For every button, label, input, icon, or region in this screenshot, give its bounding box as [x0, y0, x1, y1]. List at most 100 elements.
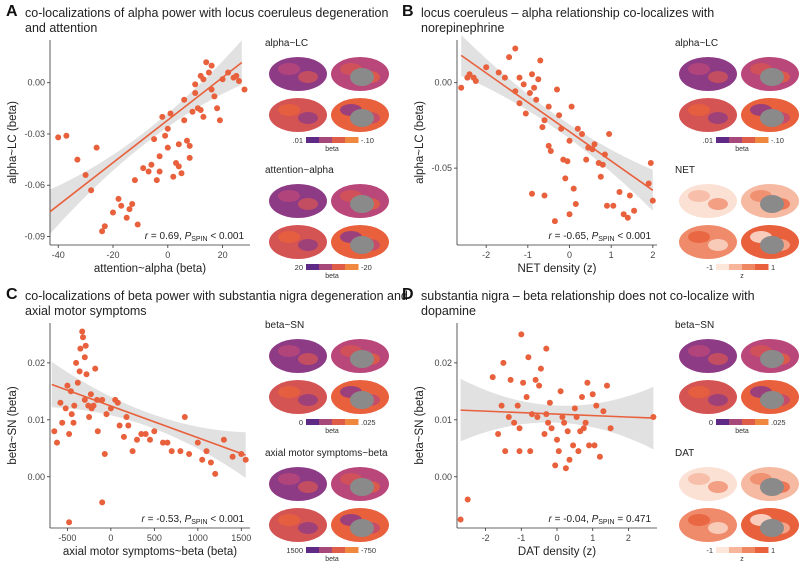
panel-d-title: substantia nigra – beta relationship doe… [421, 289, 755, 319]
panel-b-xtick-label: -2 [482, 250, 490, 260]
panel-b-point [554, 86, 560, 93]
panel-d-xlabel: DAT density (z) [518, 546, 596, 558]
panel-b-point [583, 156, 590, 163]
panel-d-point [575, 448, 582, 455]
colorbar-segment [729, 137, 743, 143]
panel-d-xtick-label: -1 [517, 533, 525, 543]
panel-b-point [570, 185, 577, 192]
colorbar-segment [319, 547, 333, 553]
colorbar-segment [742, 547, 756, 553]
panel-b-point [541, 192, 548, 199]
panel-a-plot [47, 40, 250, 248]
panel-b-point [495, 69, 502, 76]
panel-c-point [76, 368, 83, 375]
panel-a-point [126, 206, 133, 213]
panel-d-point [604, 382, 610, 389]
panel-c-ytick-label: 0.00 [27, 472, 45, 482]
panel-c-point [79, 328, 86, 335]
panel-a-ylabel: alpha~LC (beta) [7, 101, 19, 184]
brain-surface [269, 380, 327, 414]
inset-a1-cbar-caption: beta [325, 146, 339, 153]
panel-b-point [531, 84, 538, 91]
panel-c-point [212, 470, 219, 477]
panel-a-xtick-label: -20 [107, 250, 120, 260]
panel-a-point [192, 90, 199, 96]
brain-medial-wall [350, 391, 374, 409]
panel-b-point [624, 214, 631, 221]
panel-d-point [534, 414, 541, 420]
brain-surface [331, 98, 389, 132]
brain-cortex [679, 57, 737, 91]
inset-c1-title: beta~SN [265, 320, 304, 331]
panel-c-point [82, 342, 89, 349]
panel-d-point [571, 405, 578, 412]
panel-d-title-line1: substantia nigra – beta relationship doe… [421, 289, 755, 303]
panel-c-point [186, 451, 193, 457]
colorbar-segment [306, 547, 320, 553]
panel-b-point [556, 112, 563, 119]
panel-a-point [153, 177, 160, 184]
brain-medial-wall [350, 478, 374, 496]
colorbar-segment [742, 419, 756, 425]
brain-region [688, 231, 710, 243]
brain-medial-wall [760, 236, 784, 254]
panel-b-point [529, 190, 535, 197]
panel-b-ytick-label: -0.05 [431, 163, 452, 173]
brain-region [708, 481, 728, 493]
panel-d-plot [454, 323, 657, 531]
brain-medial-wall [350, 195, 374, 213]
brain-surface [741, 508, 799, 542]
panel-c-point [129, 448, 136, 455]
panel-a-point [216, 117, 223, 124]
panel-c-title-line1: co-localizations of beta power with subs… [25, 289, 408, 303]
panel-d-point [596, 453, 603, 460]
panel-d-point [589, 391, 596, 398]
brain-surface [741, 339, 799, 373]
brain-medial-wall [760, 195, 784, 213]
panel-d-point [650, 414, 657, 420]
inset-d2-title: DAT [675, 448, 694, 459]
colorbar-segment [755, 264, 769, 270]
brain-region [688, 63, 710, 75]
panel-c-point [81, 354, 88, 361]
inset-a1-cbar-min: .01 [293, 136, 303, 145]
panel-c-point [120, 433, 127, 440]
panel-c-point [73, 359, 80, 366]
panel-a-point [208, 62, 215, 69]
inset-d1-title: beta~SN [675, 320, 714, 331]
inset-b2-cbar-caption: z [740, 273, 744, 280]
brain-medial-wall [350, 109, 374, 127]
brain-region [708, 239, 728, 251]
panel-b-point [620, 211, 627, 218]
panel-a-point [148, 161, 155, 168]
panel-c-point [125, 422, 132, 429]
colorbar-segment [345, 547, 359, 553]
brain-region [708, 353, 728, 365]
panel-a-point [214, 105, 221, 112]
brain-region [278, 473, 300, 485]
panel-a-point [203, 59, 210, 66]
inset-c2 [269, 467, 389, 553]
panel-a-point [123, 214, 130, 221]
panel-c-point [164, 439, 171, 446]
colorbar-segment [319, 264, 333, 270]
panel-c-fit-line [51, 383, 246, 456]
panel-c-point [80, 334, 86, 341]
panel-b-point [483, 64, 490, 71]
panel-d-stat: r = -0.04, PSPIN = 0.471 [548, 514, 651, 526]
panel-letter-a: A [6, 3, 18, 20]
colorbar-segment [729, 264, 743, 270]
panel-a-point [189, 108, 196, 115]
colorbar-segment [755, 547, 769, 553]
inset-a2 [269, 184, 389, 270]
inset-b1 [679, 57, 799, 143]
panel-c-point [99, 396, 106, 403]
panel-d-point [557, 388, 564, 395]
panel-letter-d: D [402, 286, 414, 303]
colorbar-segment [716, 547, 730, 553]
panel-c-title-line2: axial motor symptoms [25, 304, 147, 318]
panel-c-ytick-label: 0.01 [27, 415, 45, 425]
panel-a-point [162, 132, 169, 139]
brain-region [708, 112, 728, 124]
panel-d-point [548, 425, 555, 432]
